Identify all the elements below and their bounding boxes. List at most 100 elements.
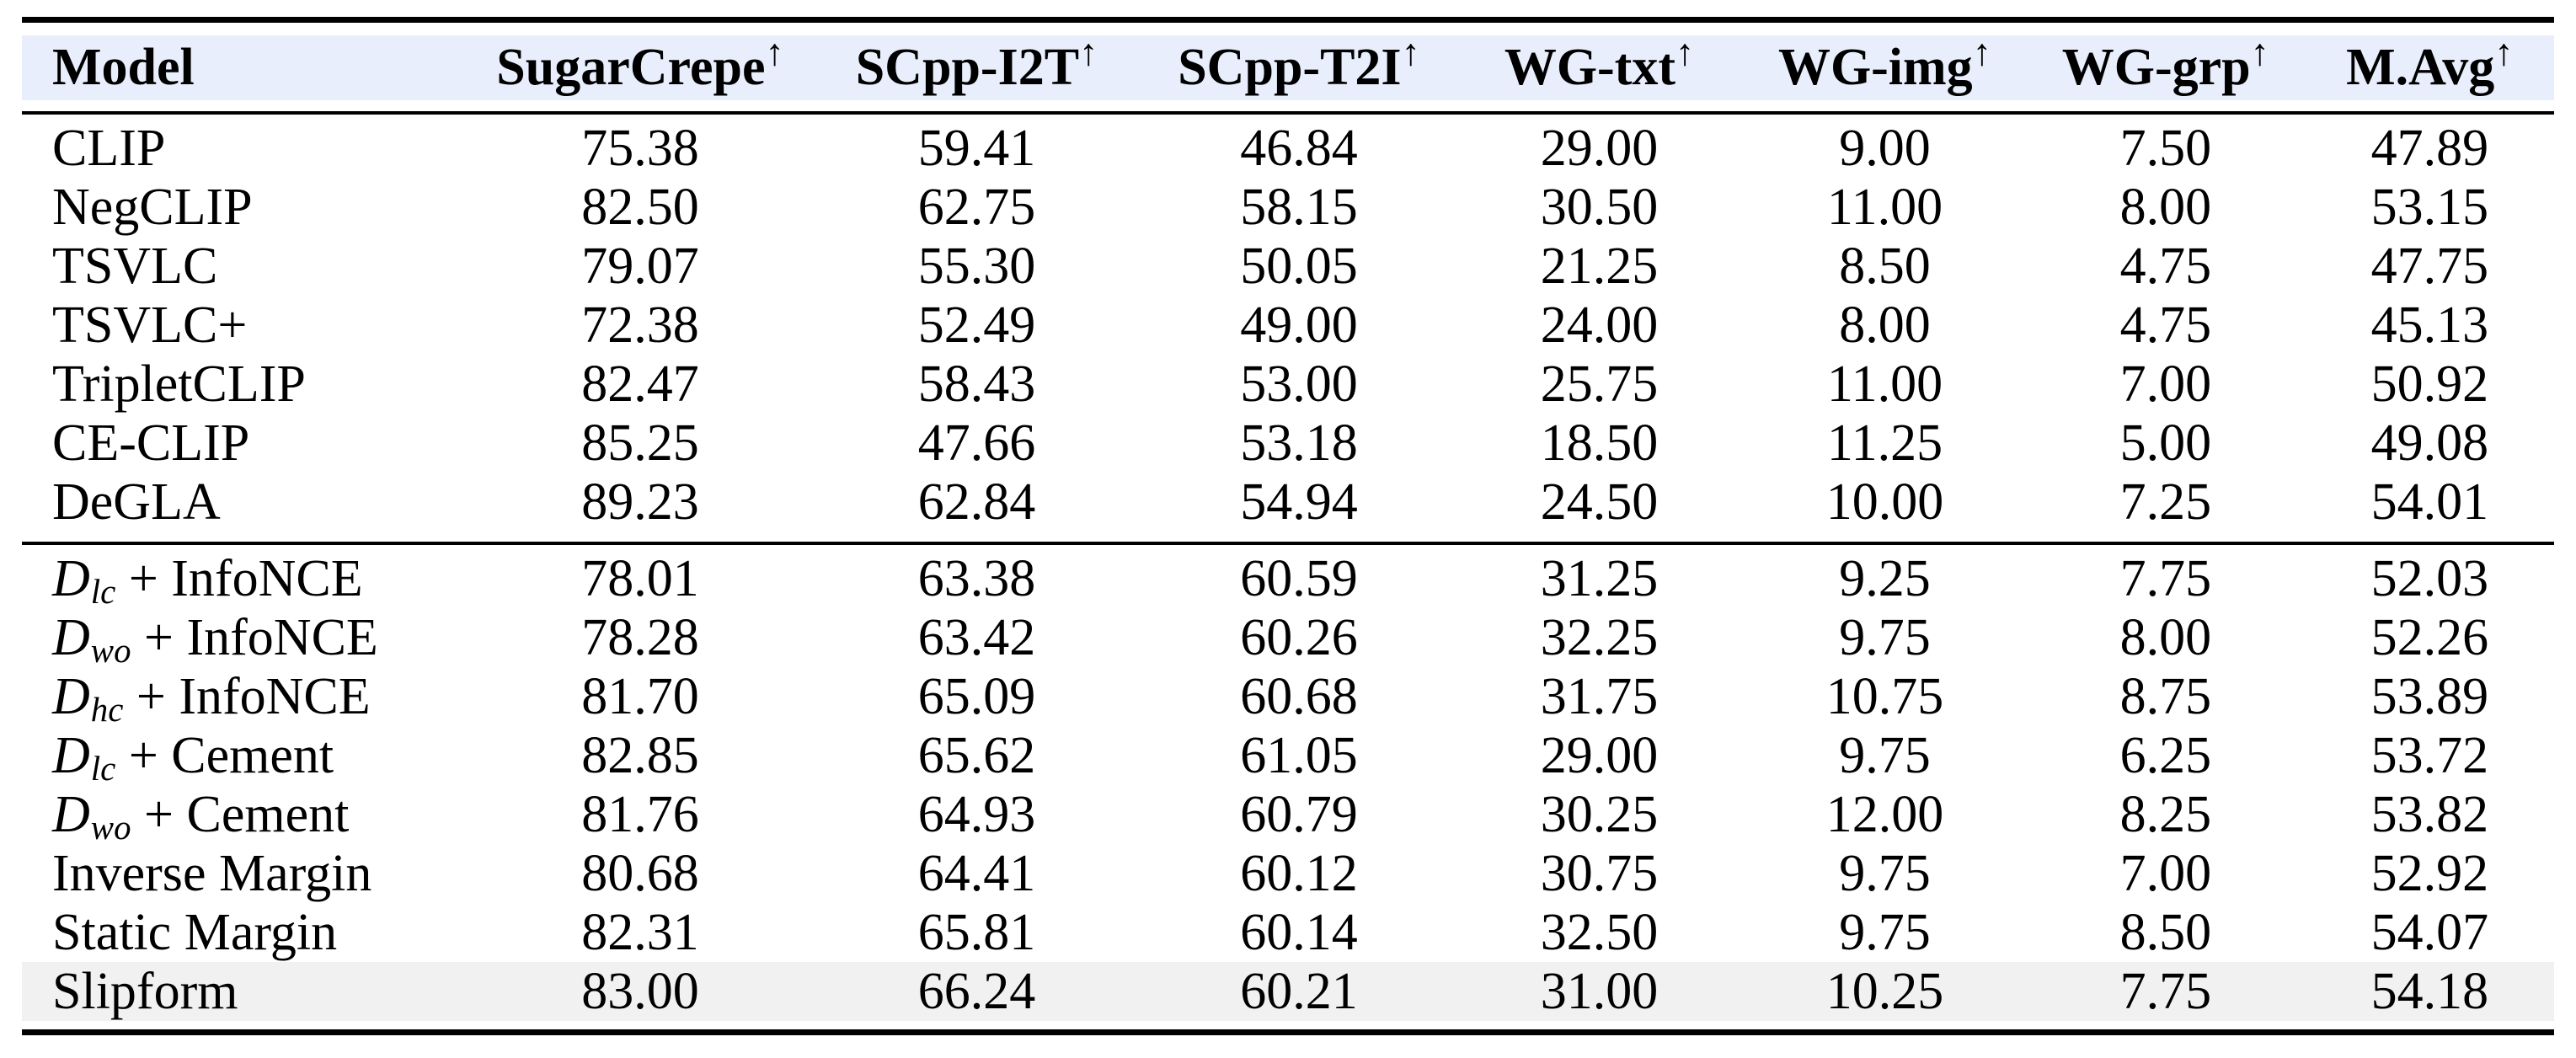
metric-value-cell: 4.75 [2119, 297, 2212, 354]
metric-value-cell: 60.12 [1240, 845, 1358, 902]
metric-value-cell: 47.75 [2370, 238, 2489, 295]
metric-value-cell: 53.82 [2370, 786, 2489, 843]
model-name-cell: CLIP [52, 120, 166, 177]
model-name-cell: TSVLC [52, 238, 218, 295]
metric-value-cell: 49.08 [2370, 414, 2489, 472]
model-name-cell: Dhc + InfoNCE [52, 668, 371, 729]
model-name-cell: DeGLA [52, 473, 221, 531]
metric-value-cell: 8.00 [2119, 609, 2212, 666]
metric-value-cell: 53.00 [1240, 355, 1358, 413]
metric-value-cell: 24.50 [1540, 473, 1659, 531]
results-table: Model SugarCrepe↑ SCpp-I2T↑ SCpp-T2I↑ WG… [22, 0, 2554, 1035]
metric-value-cell: 7.75 [2119, 550, 2212, 607]
script-d-symbol: D [52, 668, 90, 725]
metric-value-cell: 30.50 [1540, 179, 1659, 236]
metric-value-cell: 65.81 [917, 904, 1036, 961]
metric-value-cell: 11.00 [1826, 355, 1943, 413]
metric-value-cell: 25.75 [1540, 355, 1659, 413]
model-name-cell: Dwo + Cement [52, 786, 350, 847]
metric-value-cell: 49.00 [1240, 297, 1358, 354]
script-d-symbol: D [52, 786, 90, 843]
table-section-1: CLIP 75.38 59.41 46.84 29.00 9.00 7.50 47.89 Neg… [22, 115, 2554, 532]
table-row: Dhc + InfoNCE 81.70 65.09 60.68 31.75 10.75 8.… [22, 667, 2554, 729]
metric-value-cell: 21.25 [1540, 238, 1659, 295]
metric-value-cell: 65.62 [917, 727, 1036, 784]
metric-value-cell: 59.41 [917, 120, 1036, 177]
metric-value-cell: 32.50 [1540, 904, 1659, 961]
header-rule [22, 111, 2554, 115]
metric-value-cell: 45.13 [2370, 297, 2489, 354]
metric-value-cell: 53.15 [2370, 179, 2489, 236]
metric-value-cell: 58.43 [917, 355, 1036, 413]
metric-value-cell: 89.23 [581, 473, 699, 531]
metric-value-cell: 64.41 [917, 845, 1036, 902]
metric-value-cell: 60.21 [1240, 963, 1358, 1020]
metric-value-cell: 61.05 [1240, 727, 1358, 784]
metric-value-cell: 47.89 [2370, 120, 2489, 177]
metric-value-cell: 8.75 [2119, 668, 2212, 725]
column-header-label: WG-txt [1504, 39, 1675, 96]
metric-value-cell: 82.47 [581, 355, 699, 413]
up-arrow-icon: ↑ [765, 30, 784, 73]
model-name-cell: NegCLIP [52, 179, 253, 236]
metric-value-cell: 60.14 [1240, 904, 1358, 961]
metric-value-cell: 9.25 [1839, 550, 1931, 607]
metric-value-cell: 7.50 [2119, 120, 2212, 177]
metric-value-cell: 58.15 [1240, 179, 1358, 236]
metric-value-cell: 30.75 [1540, 845, 1659, 902]
metric-value-cell: 7.25 [2119, 473, 2212, 531]
model-name-cell: Inverse Margin [52, 845, 372, 902]
table-body: CLIP 75.38 59.41 46.84 29.00 9.00 7.50 47.89 Neg… [22, 115, 2554, 1021]
subscript-label: lc [90, 573, 116, 611]
column-header-scpp-i2t: SCpp-I2T↑ [810, 33, 1143, 100]
table-row: TSVLC+ 72.38 52.49 49.00 24.00 8.00 4.75 45.13 [22, 296, 2554, 355]
metric-value-cell: 31.00 [1540, 963, 1659, 1020]
metric-value-cell: 78.28 [581, 609, 699, 666]
table-row: DeGLA 89.23 62.84 54.94 24.50 10.00 7.25 54.01 [22, 473, 2554, 532]
top-rule [22, 17, 2554, 23]
metric-value-cell: 75.38 [581, 120, 699, 177]
column-header-label: WG-grp [2061, 39, 2251, 96]
script-d-symbol: D [52, 550, 90, 607]
metric-value-cell: 54.07 [2370, 904, 2489, 961]
metric-value-cell: 82.31 [581, 904, 699, 961]
metric-value-cell: 29.00 [1540, 120, 1659, 177]
metric-value-cell: 52.92 [2370, 845, 2489, 902]
table-row: Dlc + InfoNCE 78.01 63.38 60.59 31.25 9.25 7.7… [22, 549, 2554, 611]
metric-value-cell: 79.07 [581, 238, 699, 295]
metric-value-cell: 63.42 [917, 609, 1036, 666]
metric-value-cell: 24.00 [1540, 297, 1659, 354]
metric-value-cell: 62.84 [917, 473, 1036, 531]
metric-value-cell: 9.75 [1839, 845, 1931, 902]
column-header-label: Model [52, 39, 195, 96]
model-name-cell: Static Margin [52, 904, 338, 961]
metric-value-cell: 46.84 [1240, 120, 1358, 177]
subscript-label: wo [90, 809, 131, 847]
column-header-wg-txt: WG-txt↑ [1455, 33, 1744, 100]
model-name-cell: TSVLC+ [52, 297, 248, 354]
table-section-2: Dlc + InfoNCE 78.01 63.38 60.59 31.25 9.25 7.7… [22, 545, 2554, 1021]
metric-value-cell: 50.92 [2370, 355, 2489, 413]
column-header-wg-grp: WG-grp↑ [2026, 33, 2306, 100]
model-name-cell: Dlc + Cement [52, 727, 334, 788]
metric-value-cell: 64.93 [917, 786, 1036, 843]
up-arrow-icon: ↑ [1079, 30, 1098, 73]
column-header-wg-img: WG-img↑ [1744, 33, 2026, 100]
metric-value-cell: 53.72 [2370, 727, 2489, 784]
script-d-symbol: D [52, 609, 90, 666]
metric-value-cell: 60.26 [1240, 609, 1358, 666]
metric-value-cell: 65.09 [917, 668, 1036, 725]
model-name-cell: TripletCLIP [52, 355, 306, 413]
table-row: CE-CLIP 85.25 47.66 53.18 18.50 11.25 5.00 49.0… [22, 414, 2554, 473]
metric-value-cell: 50.05 [1240, 238, 1358, 295]
metric-value-cell: 29.00 [1540, 727, 1659, 784]
table-row: Slipform 83.00 66.24 60.21 31.00 10.25 7.75 54.… [22, 962, 2554, 1021]
metric-value-cell: 52.26 [2370, 609, 2489, 666]
metric-value-cell: 78.01 [581, 550, 699, 607]
table-row: Static Margin 82.31 65.81 60.14 32.50 9.75 8.5… [22, 903, 2554, 962]
metric-value-cell: 7.00 [2119, 845, 2212, 902]
table-row: Inverse Margin 80.68 64.41 60.12 30.75 9.75 7.… [22, 844, 2554, 903]
bottom-rule [22, 1029, 2554, 1035]
metric-value-cell: 12.00 [1825, 786, 1944, 843]
script-d-symbol: D [52, 727, 90, 784]
